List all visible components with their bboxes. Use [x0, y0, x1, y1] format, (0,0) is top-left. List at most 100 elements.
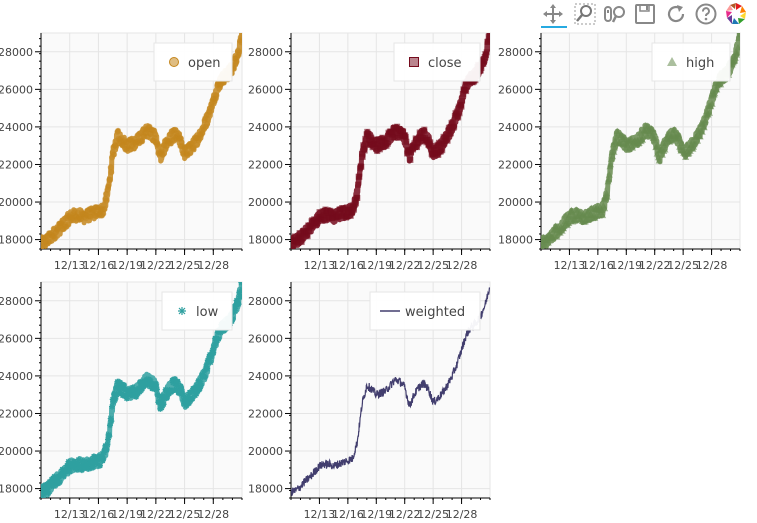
data-point — [133, 393, 140, 400]
data-point — [229, 315, 236, 322]
y-tick-label: 18000 — [498, 234, 533, 247]
data-point — [213, 92, 220, 99]
legend-label: open — [188, 56, 220, 71]
data-point — [414, 144, 421, 151]
data-point — [210, 349, 217, 356]
y-tick-label: 22000 — [498, 158, 533, 171]
x-tick-label: 12/13 — [554, 259, 586, 272]
data-point — [236, 289, 242, 296]
data-point — [384, 135, 391, 142]
data-point — [51, 473, 58, 480]
x-tick-label: 12/19 — [360, 508, 392, 521]
data-point — [100, 210, 107, 217]
data-point — [46, 238, 53, 245]
data-point — [447, 130, 454, 137]
data-point — [481, 58, 488, 65]
data-point — [568, 208, 576, 215]
data-point — [107, 176, 114, 183]
data-point — [194, 382, 201, 389]
y-tick-label: 20000 — [0, 196, 33, 209]
data-point — [231, 307, 238, 314]
box-zoom-tool-button[interactable] — [573, 2, 597, 26]
legend-box — [651, 42, 731, 82]
data-point — [651, 137, 659, 144]
series-line-weighted — [291, 287, 490, 497]
data-point — [391, 134, 398, 141]
data-point — [299, 236, 306, 243]
data-point — [105, 436, 111, 443]
data-point — [108, 418, 115, 425]
y-tick-label: 26000 — [0, 332, 33, 345]
data-point — [156, 393, 163, 400]
data-point — [451, 123, 458, 130]
data-point — [56, 479, 63, 486]
data-point — [610, 148, 618, 155]
data-point — [52, 235, 59, 242]
reset-tool-button[interactable] — [664, 2, 688, 26]
x-tick-label: 12/16 — [83, 259, 115, 272]
bokeh-logo-button[interactable] — [724, 2, 748, 26]
x-tick-label: 12/22 — [639, 259, 671, 272]
data-point — [103, 446, 110, 453]
data-point — [459, 97, 466, 104]
save-tool-button[interactable] — [633, 2, 657, 26]
data-point — [172, 375, 178, 382]
data-point — [603, 193, 611, 200]
data-point — [115, 127, 122, 134]
data-point — [136, 388, 143, 395]
y-tick-label: 26000 — [0, 83, 33, 96]
data-point — [407, 156, 414, 163]
data-point — [98, 453, 105, 460]
legend-box — [161, 291, 233, 331]
data-point — [204, 116, 211, 123]
data-point — [233, 58, 240, 65]
data-point — [459, 90, 466, 97]
data-point — [65, 458, 72, 465]
data-point — [237, 293, 242, 300]
y-tick-label: 28000 — [248, 46, 283, 59]
wheel-zoom-tool-button[interactable] — [603, 2, 627, 26]
data-point — [708, 100, 716, 107]
data-point — [463, 83, 470, 90]
series-low — [41, 282, 242, 498]
help-tool-button[interactable] — [694, 2, 718, 26]
y-tick-label: 18000 — [248, 483, 283, 496]
data-point — [66, 468, 73, 475]
y-tick-label: 26000 — [498, 83, 533, 96]
data-point — [123, 395, 130, 402]
data-point — [211, 342, 218, 349]
data-point — [113, 391, 120, 398]
x-tick-label: 12/28 — [446, 259, 478, 272]
data-point — [295, 240, 302, 247]
data-point — [75, 456, 82, 463]
data-point — [400, 128, 407, 135]
data-point — [120, 392, 127, 399]
data-point — [734, 43, 740, 51]
data-point — [353, 200, 360, 207]
help-icon — [695, 3, 717, 25]
data-point — [163, 395, 170, 402]
y-tick-label: 24000 — [498, 121, 533, 134]
data-point — [486, 33, 490, 37]
x-tick-label: 12/25 — [417, 259, 449, 272]
data-point — [169, 379, 176, 386]
data-point — [362, 135, 369, 142]
data-point — [146, 381, 153, 388]
data-point — [139, 385, 146, 392]
y-tick-label: 28000 — [0, 46, 33, 59]
data-point — [174, 378, 181, 385]
x-tick-label: 12/28 — [197, 259, 229, 272]
data-point — [208, 104, 215, 111]
data-point — [209, 347, 216, 354]
legend-label: high — [686, 56, 714, 71]
data-point — [65, 221, 72, 228]
data-point — [204, 121, 211, 128]
x-tick-label: 12/19 — [111, 508, 143, 521]
data-point — [347, 212, 354, 219]
data-point — [607, 160, 615, 168]
data-point — [73, 466, 80, 473]
data-point — [129, 384, 136, 391]
y-tick-label: 18000 — [248, 234, 283, 247]
data-point — [107, 164, 114, 171]
pan-tool-button[interactable] — [541, 2, 567, 28]
